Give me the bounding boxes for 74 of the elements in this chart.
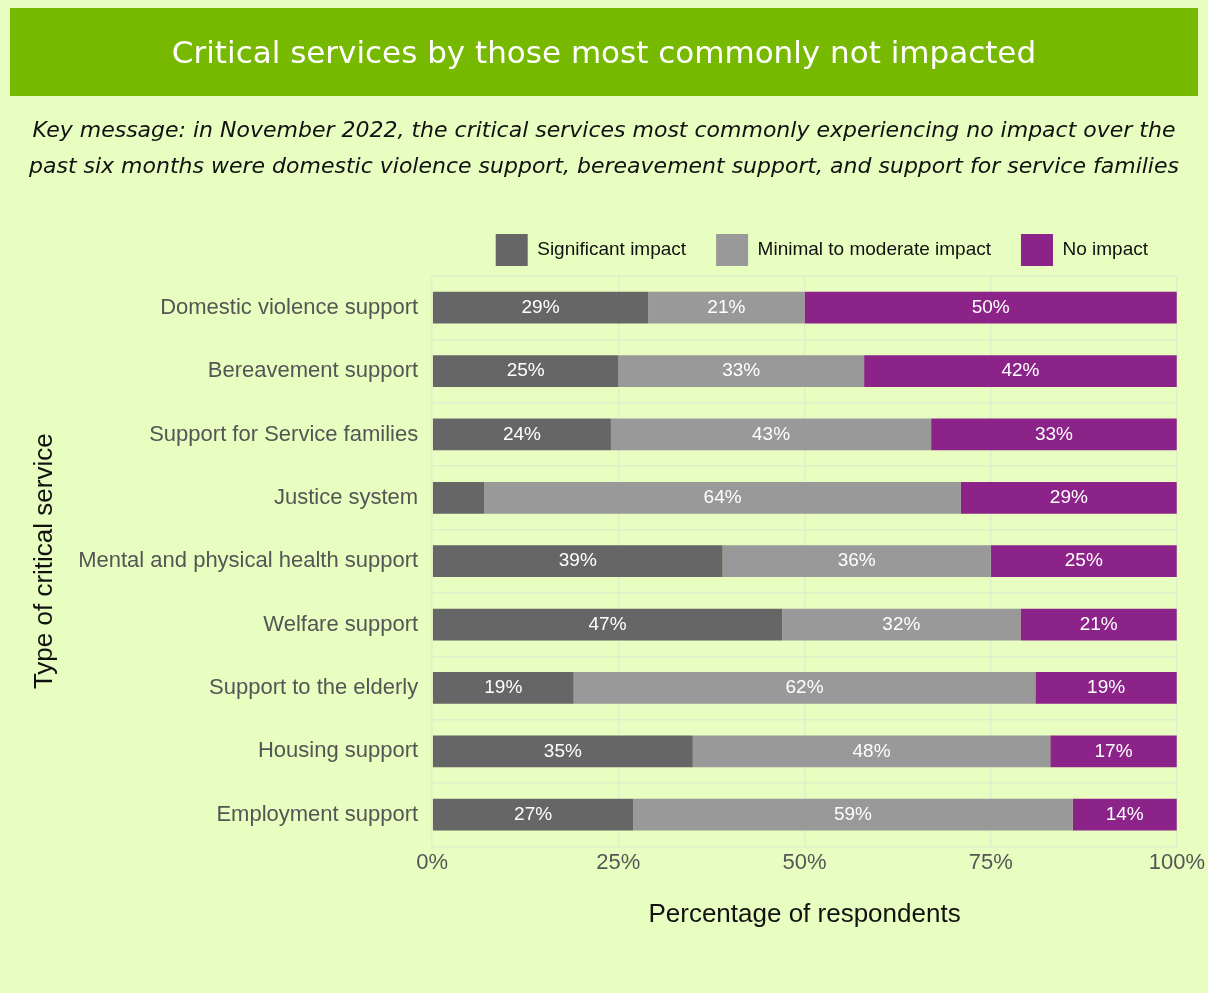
bar (432, 418, 611, 451)
data-label: 39% (558, 549, 597, 571)
bar (990, 545, 1177, 578)
data-label: 19% (484, 676, 523, 698)
bar (432, 481, 485, 514)
bar (432, 355, 619, 387)
bar (633, 798, 1073, 831)
data-label: 64% (703, 486, 742, 508)
data-label: 19% (1087, 676, 1126, 698)
bar (484, 481, 961, 514)
bar (1072, 798, 1177, 831)
bar (432, 672, 574, 704)
data-label: 43% (752, 422, 791, 444)
bar (782, 608, 1021, 641)
legend-label: Significant impact (537, 238, 687, 260)
data-label: 50% (971, 295, 1010, 317)
chart-title: Critical services by those most commonly not impacted (10, 8, 1198, 96)
data-label: 17% (1094, 739, 1133, 761)
data-label: 32% (882, 612, 921, 634)
x-tick-label: 0% (416, 848, 449, 874)
data-label: 48% (852, 739, 891, 761)
x-axis-title: Percentage of respondents (648, 897, 961, 928)
data-label: 29% (521, 295, 560, 317)
legend-label: No impact (1062, 238, 1149, 260)
data-label: 21% (707, 295, 746, 317)
y-tick-label: Mental and physical health support (78, 547, 419, 573)
bar (573, 672, 1036, 704)
legend-label: Minimal to moderate impact (757, 238, 992, 260)
y-tick-label: Support to the elderly (209, 674, 419, 700)
bar (864, 355, 1177, 387)
y-tick-label: Housing support (257, 737, 419, 763)
bar (931, 418, 1177, 451)
bar (960, 481, 1177, 514)
data-label: 33% (722, 359, 761, 381)
x-tick-label: 50% (782, 848, 827, 874)
data-label: 59% (833, 802, 873, 824)
data-label: 14% (1105, 802, 1144, 824)
bar (610, 418, 932, 451)
data-label: 25% (506, 359, 545, 381)
bar (432, 608, 783, 641)
bar (648, 291, 805, 324)
y-tick-label: Support for Service families (149, 420, 419, 446)
data-label: 29% (1049, 486, 1089, 508)
bar (804, 291, 1177, 324)
x-tick-label: 25% (596, 848, 641, 874)
data-label: 21% (1079, 612, 1118, 634)
data-label: 33% (1034, 422, 1074, 444)
bar (722, 545, 991, 578)
y-tick-label: Justice system (273, 483, 419, 509)
data-label: 24% (502, 422, 542, 444)
data-label: 25% (1064, 549, 1103, 571)
data-label: 35% (543, 739, 582, 761)
y-tick-label: Domestic violence support (160, 293, 419, 319)
x-tick-label: 75% (968, 848, 1013, 874)
bar (432, 798, 634, 831)
bar (1020, 608, 1177, 641)
data-label: 42% (1001, 359, 1040, 381)
y-axis-title: Type of critical service (27, 433, 58, 690)
bar (432, 545, 723, 578)
x-tick-label: 100% (1148, 848, 1206, 874)
y-tick-label: Employment support (216, 800, 419, 826)
y-tick-label: Welfare support (263, 610, 419, 636)
data-label: 36% (837, 549, 876, 571)
y-tick-label: Bereavement support (207, 357, 419, 383)
chart-subtitle: Key message: in November 2022, the critical services most commonly experiencing no impact over the past six months were domestic violence support, bereavement support, and support for service families (28, 116, 1180, 180)
data-label: 27% (514, 802, 553, 824)
bar (432, 735, 693, 768)
bar (432, 291, 649, 324)
data-label: 62% (785, 676, 824, 698)
bar (1050, 735, 1177, 768)
bar (692, 735, 1051, 768)
data-label: 47% (588, 612, 627, 634)
bar (1035, 672, 1177, 704)
bar (618, 355, 865, 387)
